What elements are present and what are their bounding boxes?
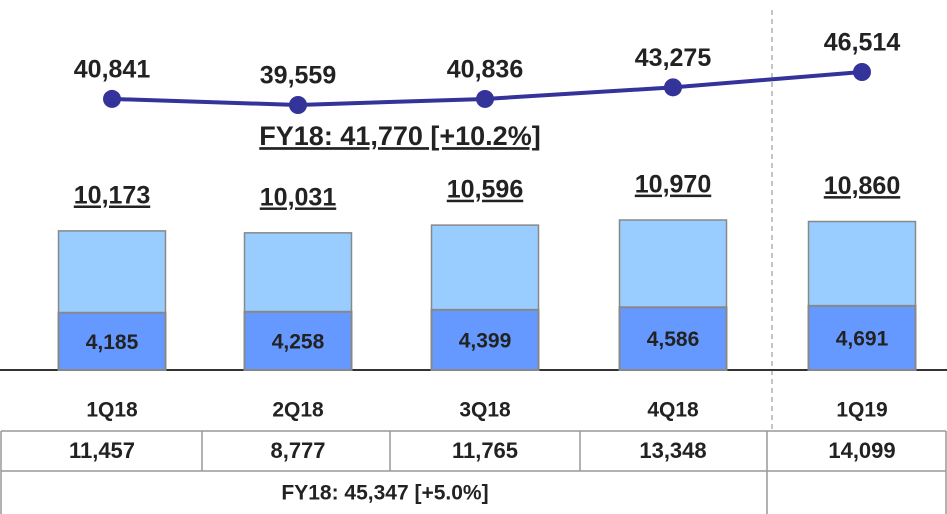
line-value-label: 40,836 xyxy=(447,56,523,84)
line-value-label: 40,841 xyxy=(74,56,151,84)
bar-total-label: 10,173 xyxy=(74,182,150,210)
line-marker xyxy=(289,96,307,114)
table-footer: FY18: 45,347 [+5.0%] xyxy=(281,482,488,505)
category-label: 1Q18 xyxy=(86,399,138,422)
table-cell: 14,099 xyxy=(828,438,895,463)
bar-part-label: 4,691 xyxy=(836,327,889,350)
bar-part-label: 4,185 xyxy=(86,331,139,354)
line-marker xyxy=(664,78,682,97)
line-value-label: 43,275 xyxy=(635,44,712,72)
category-label: 4Q18 xyxy=(647,399,699,422)
line-annotation: FY18: 41,770 [+10.2%] xyxy=(259,121,540,151)
line-value-label: 39,559 xyxy=(260,62,336,90)
bar-total-label: 10,970 xyxy=(635,171,711,199)
line-marker xyxy=(476,89,494,108)
table-cell: 13,348 xyxy=(639,438,706,463)
table-cell: 8,777 xyxy=(270,438,325,463)
table xyxy=(0,430,947,514)
bar-total-label: 10,031 xyxy=(260,183,337,211)
bar-part xyxy=(430,308,540,371)
category-label: 1Q19 xyxy=(836,399,887,422)
bar-part xyxy=(807,304,917,371)
bar-part xyxy=(618,306,728,371)
category-label: 2Q18 xyxy=(272,399,324,422)
table-cell: 11,765 xyxy=(452,438,518,463)
line-marker xyxy=(853,63,871,81)
bar-part-label: 4,258 xyxy=(272,330,325,353)
bar-total-label: 10,596 xyxy=(447,176,523,204)
category-label: 3Q18 xyxy=(459,399,511,422)
bar-part-label: 4,399 xyxy=(459,329,512,352)
line-value-label: 46,514 xyxy=(824,29,901,57)
bar-total-label: 10,860 xyxy=(824,172,900,200)
line-marker xyxy=(103,89,121,108)
bar-part xyxy=(243,310,353,372)
bar-part xyxy=(57,311,167,372)
table-cell: 11,457 xyxy=(69,438,135,463)
bar-part-label: 4,586 xyxy=(647,328,700,351)
